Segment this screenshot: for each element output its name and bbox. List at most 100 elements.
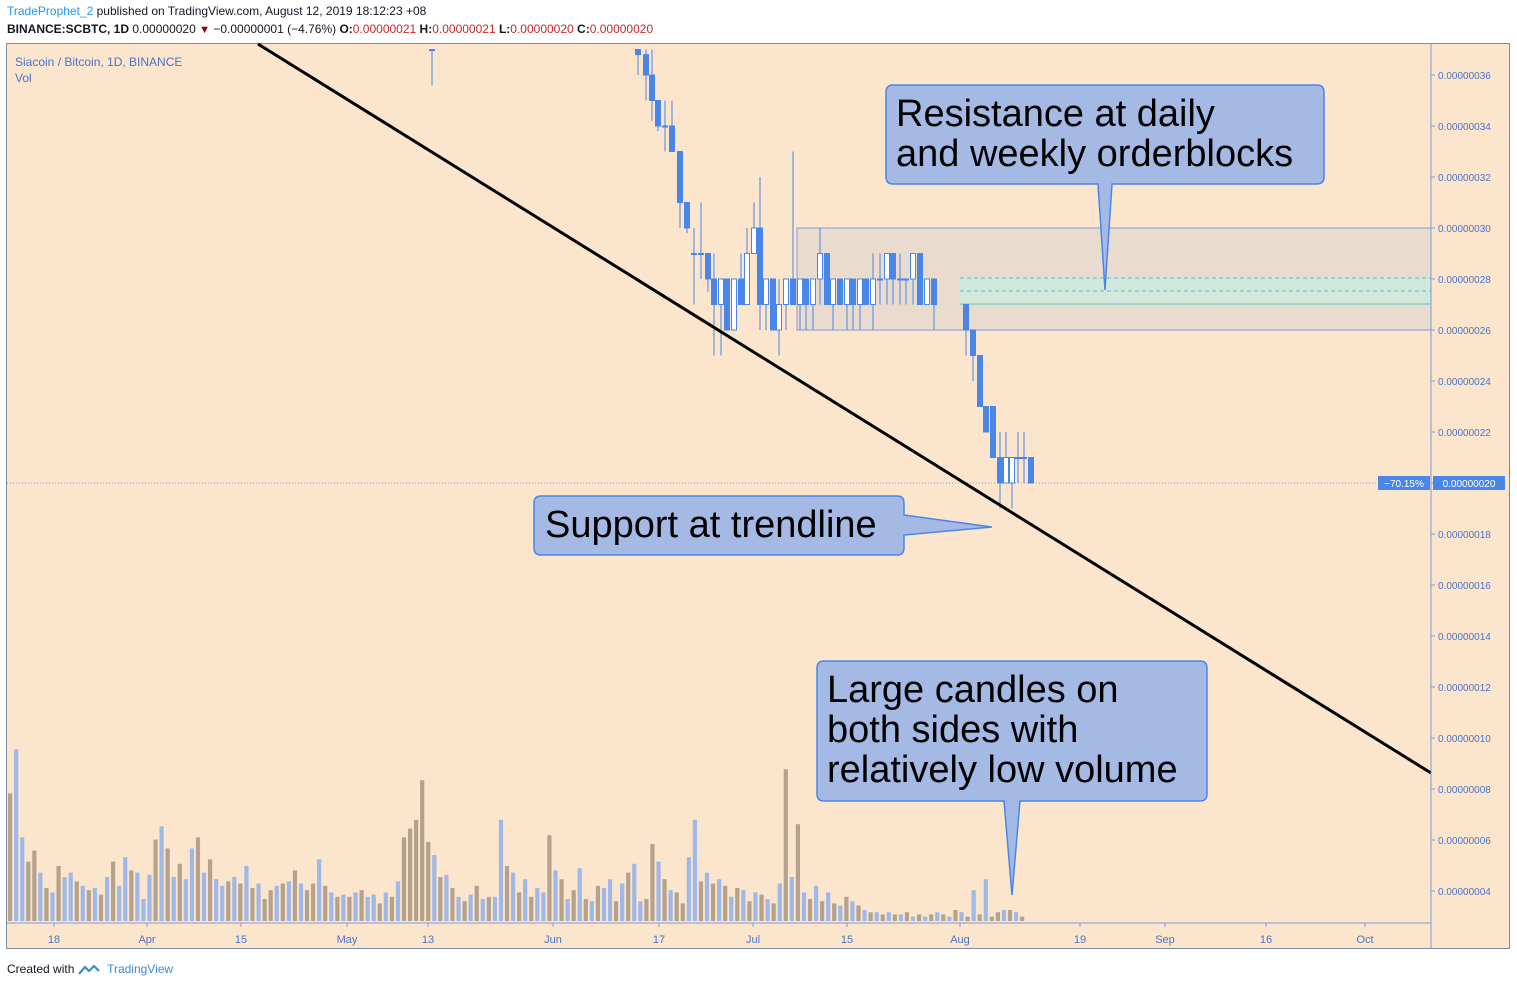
open-value: 0.00000021 xyxy=(352,22,417,36)
volume-bar xyxy=(456,896,461,921)
candle xyxy=(751,202,757,254)
candle xyxy=(698,202,704,279)
volume-bar xyxy=(135,872,140,921)
candle-body xyxy=(718,278,724,305)
volume-bar xyxy=(395,881,401,921)
created-with-text: Created with xyxy=(7,962,75,976)
volume-bar xyxy=(56,866,61,921)
trendline[interactable] xyxy=(257,42,1432,775)
candle-body xyxy=(797,278,803,305)
time-axis[interactable]: 18 Apr 15 May 13 Jun 17 Jul 15 Aug 19 Sep 16 Oct xyxy=(48,923,1374,946)
volume-bar xyxy=(129,870,134,921)
tradingview-brand-link[interactable]: TradingView xyxy=(107,962,174,976)
volume-bar xyxy=(80,885,85,921)
candle xyxy=(757,177,763,330)
candle xyxy=(770,278,776,331)
candle xyxy=(677,151,683,228)
candle xyxy=(744,228,750,305)
candle xyxy=(844,278,850,330)
volume-bar xyxy=(886,912,891,921)
volume-bar xyxy=(868,912,873,921)
volume-bar xyxy=(917,914,922,921)
volume-bar xyxy=(638,901,643,921)
volume-bar xyxy=(14,749,19,921)
volume-bar xyxy=(523,879,528,921)
volume-bar xyxy=(280,883,285,921)
volume-bar xyxy=(626,872,631,921)
candle-body xyxy=(763,278,769,305)
candle xyxy=(903,278,909,305)
candle-body xyxy=(963,304,969,331)
candle xyxy=(863,278,869,305)
candle-body xyxy=(877,278,883,281)
time-axis-label: Jun xyxy=(544,934,562,946)
volume-bar xyxy=(311,883,316,921)
volume-bar xyxy=(1020,916,1025,921)
volume-bar xyxy=(414,819,419,921)
callout-support[interactable]: Support at trendline xyxy=(533,495,993,556)
legend-series[interactable]: Siacoin / Bitcoin, 1D, BINANCE xyxy=(15,55,183,69)
candle xyxy=(790,151,796,305)
candle xyxy=(917,253,923,305)
volume-bar xyxy=(559,879,564,921)
volume-bar xyxy=(698,881,704,921)
candle xyxy=(931,278,937,330)
volume-bar xyxy=(892,914,897,921)
candle xyxy=(890,253,896,305)
volume-bar xyxy=(92,888,98,921)
volume-bar xyxy=(644,899,649,921)
volume-bar xyxy=(220,885,225,921)
candle-body xyxy=(824,253,830,305)
volume-bar xyxy=(517,892,522,921)
volume-bar xyxy=(98,894,104,921)
symbol-label: BINANCE:SCBTC, 1D xyxy=(7,22,130,36)
time-axis-label: Apr xyxy=(138,934,155,946)
volume-bar xyxy=(177,863,182,921)
volume-bar xyxy=(838,905,843,921)
volume-bar xyxy=(789,877,794,921)
candle xyxy=(691,228,697,305)
candle-body xyxy=(731,278,737,331)
legend-volume[interactable]: Vol xyxy=(15,71,32,85)
volume-bar xyxy=(735,888,740,921)
candle-body xyxy=(770,278,776,331)
candle-body xyxy=(924,278,930,305)
candle-body xyxy=(757,227,763,305)
candle-body xyxy=(429,49,435,51)
volume-bar xyxy=(904,912,910,921)
candle-body xyxy=(691,253,697,255)
volume-bar xyxy=(801,892,807,921)
volume-bar xyxy=(347,896,352,921)
candle xyxy=(738,253,744,305)
price-axis[interactable]: 0.00000036 0.00000034 0.00000032 0.00000030… xyxy=(1431,71,1491,898)
volume-bar xyxy=(238,883,243,921)
candle-body xyxy=(803,278,809,305)
candle-body xyxy=(870,278,876,305)
volume-bar xyxy=(480,899,485,921)
candle xyxy=(1021,432,1027,483)
open-label: O: xyxy=(339,22,353,36)
volume-bar xyxy=(704,872,710,921)
chart-frame[interactable] xyxy=(6,43,1510,949)
candle xyxy=(824,253,830,305)
price-axis-label: 0.00000004 xyxy=(1438,887,1491,898)
volume-bar xyxy=(747,901,752,921)
candle xyxy=(884,253,890,305)
volume-bar xyxy=(468,894,473,921)
volume-bar xyxy=(965,916,970,921)
callout-candles[interactable]: Large candles on both sides with relativ… xyxy=(816,660,1208,896)
volume-bar xyxy=(959,912,964,921)
candle xyxy=(897,253,903,305)
author-link[interactable]: TradeProphet_2 xyxy=(7,4,94,18)
candle xyxy=(655,100,661,132)
candle-body xyxy=(698,253,704,255)
candles xyxy=(429,49,1034,509)
volume-bar xyxy=(674,892,679,921)
candle-body xyxy=(738,278,744,305)
volume-bar xyxy=(244,866,249,921)
candle xyxy=(977,355,983,407)
callout-resistance[interactable]: Resistance at daily and weekly orderbloc… xyxy=(885,84,1325,291)
candle-body xyxy=(810,278,816,305)
last-price: 0.00000020 xyxy=(132,22,196,36)
